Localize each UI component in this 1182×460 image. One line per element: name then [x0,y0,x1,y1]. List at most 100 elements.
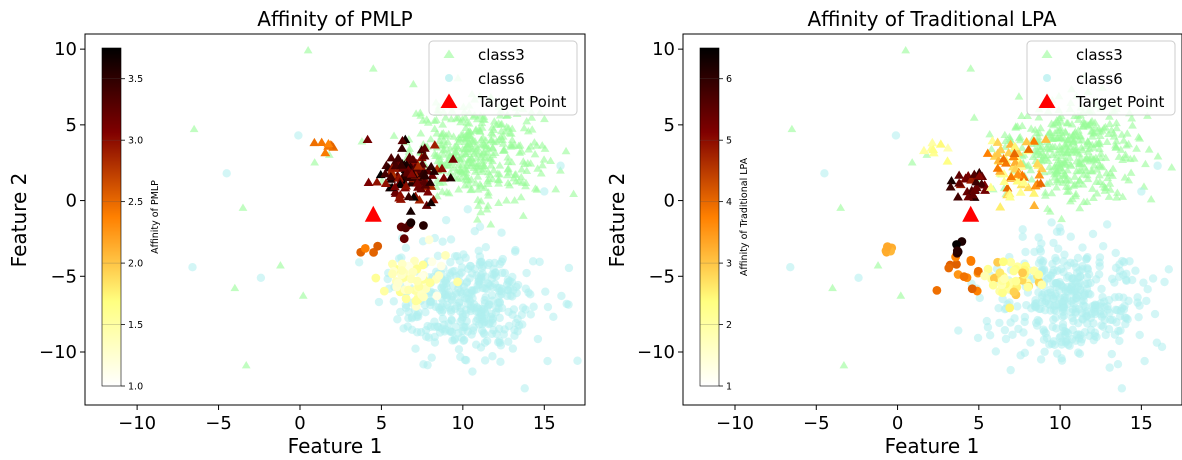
affinity-point [385,171,396,181]
affinity-point [372,177,382,186]
class3-point [1082,197,1092,205]
class3-point [1060,127,1070,135]
class3-point [1078,122,1088,130]
affinity-point [932,285,942,295]
class3-point [1017,143,1027,151]
class6-point [1116,326,1125,335]
class3-point [1051,165,1060,173]
class3-point [503,164,513,172]
class3-point [1101,153,1111,161]
class3-point [1141,159,1150,168]
class3-point [438,128,448,137]
legend-label: Target Point [477,93,567,111]
class6-point [1038,290,1047,299]
class3-point [1061,182,1071,190]
colorbar-label: Affinity of Traditional LPA [739,157,750,276]
class6-point [1057,340,1066,349]
class3-point [1096,149,1106,157]
class3-point [1074,115,1083,123]
class6-point [496,341,506,350]
x-tick-label: 5 [376,413,387,434]
class3-point [873,261,883,269]
class6-point [1082,307,1092,316]
affinity-point [1003,147,1014,157]
colorbar-tick-label: 1.0 [128,382,143,393]
class3-point [1069,181,1079,189]
class3-point [1032,146,1042,155]
class3-point [907,158,917,166]
class3-point [1027,175,1037,183]
class6-point [442,293,451,303]
class6-point [1082,272,1092,282]
affinity-point [999,176,1010,185]
class6-point [427,353,436,362]
class6-point [543,356,552,366]
class6-point [1074,333,1084,343]
class3-point [456,117,465,126]
class3-point [1023,111,1032,120]
class3-point [1057,147,1067,156]
class3-point [533,164,543,172]
class3-point [1042,151,1052,159]
class3-point [509,173,519,182]
class6-point [477,326,487,335]
affinity-point [401,181,411,190]
legend-label: class3 [1076,46,1123,64]
affinity-point [410,256,419,266]
legend-target-marker [1038,93,1056,108]
class6-point [535,257,544,267]
affinity-point [360,243,370,253]
class6-point [484,279,493,289]
class3-point [1057,151,1067,160]
class6-point [1049,337,1059,346]
affinity-point [393,278,403,288]
class3-point [1111,141,1120,149]
class3-point [1061,155,1071,164]
class3-point [460,181,470,189]
legend-class3-marker [443,49,455,58]
x-tick-label: −5 [803,413,830,434]
y-tick-label: −10 [39,342,77,363]
affinity-point [401,294,411,304]
class3-point [1092,189,1102,197]
class3-point [1017,111,1026,119]
affinity-point [1009,287,1019,297]
affinity-point [983,264,993,274]
class6-point [397,253,406,262]
class3-point [441,113,451,121]
affinity-point [389,182,400,191]
affinity-point [1040,134,1051,143]
class6-point [1102,220,1112,229]
class3-point [1079,170,1088,178]
affinity-point [974,171,985,180]
class3-point [1000,142,1010,150]
class6-point [256,273,266,282]
class3-point [1129,154,1139,162]
affinity-point [1018,268,1028,278]
class3-point [1024,160,1033,169]
class6-point [820,169,829,178]
affinity-point [976,179,987,188]
class6-point [983,323,993,332]
affinity-point [371,273,381,283]
class3-point [969,113,979,121]
class3-point [540,114,549,123]
class3-point [1036,123,1046,132]
class6-point [1018,232,1027,242]
affinity-point [380,168,391,178]
affinity-point [404,152,415,161]
class3-point [1127,114,1137,122]
class6-point [403,322,412,331]
class6-point [1000,325,1010,335]
class3-point [495,170,504,178]
class6-point [573,356,582,365]
plot-frame [682,33,1182,406]
class3-point [457,150,467,159]
class3-point [1062,118,1072,127]
affinity-point [1035,178,1046,187]
class6-point [1060,250,1069,259]
class3-point [518,211,528,219]
class6-point [510,247,520,256]
class6-point [1058,320,1068,329]
class3-point [189,124,199,133]
